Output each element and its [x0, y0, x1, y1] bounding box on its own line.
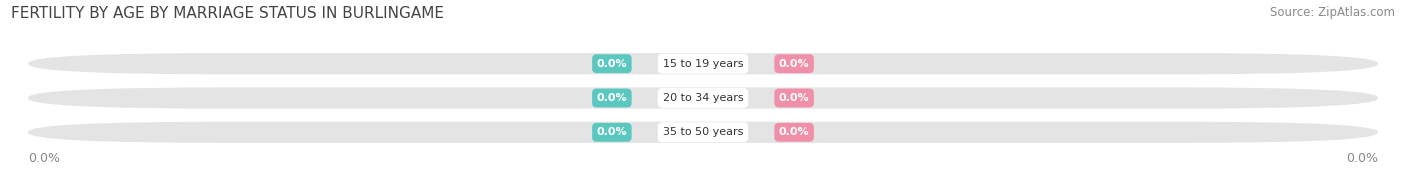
Text: FERTILITY BY AGE BY MARRIAGE STATUS IN BURLINGAME: FERTILITY BY AGE BY MARRIAGE STATUS IN B… — [11, 6, 444, 21]
FancyBboxPatch shape — [28, 122, 1378, 143]
Text: 0.0%: 0.0% — [596, 93, 627, 103]
Text: 0.0%: 0.0% — [779, 93, 810, 103]
Text: 15 to 19 years: 15 to 19 years — [662, 59, 744, 69]
Text: 0.0%: 0.0% — [596, 127, 627, 137]
Text: 0.0%: 0.0% — [1346, 152, 1378, 165]
Text: 20 to 34 years: 20 to 34 years — [662, 93, 744, 103]
Text: Source: ZipAtlas.com: Source: ZipAtlas.com — [1270, 6, 1395, 19]
Text: 0.0%: 0.0% — [596, 59, 627, 69]
Text: 35 to 50 years: 35 to 50 years — [662, 127, 744, 137]
FancyBboxPatch shape — [28, 87, 1378, 109]
FancyBboxPatch shape — [28, 53, 1378, 74]
Text: 0.0%: 0.0% — [779, 127, 810, 137]
Text: 0.0%: 0.0% — [28, 152, 60, 165]
Text: 0.0%: 0.0% — [779, 59, 810, 69]
